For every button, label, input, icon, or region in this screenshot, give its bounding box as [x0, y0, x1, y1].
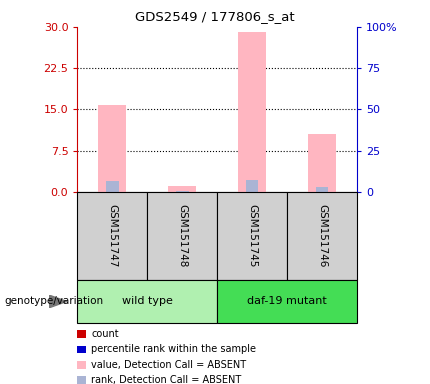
Bar: [217, 192, 287, 280]
Text: percentile rank within the sample: percentile rank within the sample: [91, 344, 256, 354]
Text: count: count: [91, 329, 119, 339]
Bar: [77, 192, 147, 280]
Text: GSM151745: GSM151745: [247, 204, 257, 268]
Text: rank, Detection Call = ABSENT: rank, Detection Call = ABSENT: [91, 375, 241, 384]
Bar: [217, 280, 357, 323]
Bar: [316, 187, 328, 192]
Bar: [147, 192, 217, 280]
Bar: [98, 105, 126, 192]
Bar: [238, 32, 266, 192]
Text: genotype/variation: genotype/variation: [4, 296, 104, 306]
Text: wild type: wild type: [122, 296, 173, 306]
Text: daf-19 mutant: daf-19 mutant: [247, 296, 327, 306]
Bar: [106, 181, 119, 192]
Polygon shape: [49, 295, 67, 308]
Bar: [77, 280, 217, 323]
Bar: [246, 180, 258, 192]
Bar: [176, 191, 188, 192]
Bar: [287, 192, 357, 280]
Text: value, Detection Call = ABSENT: value, Detection Call = ABSENT: [91, 360, 246, 370]
Text: GSM151746: GSM151746: [317, 204, 327, 268]
Bar: [168, 187, 196, 192]
Text: GSM151748: GSM151748: [177, 204, 187, 268]
Text: GDS2549 / 177806_s_at: GDS2549 / 177806_s_at: [135, 10, 295, 23]
Bar: [308, 134, 336, 192]
Text: GSM151747: GSM151747: [108, 204, 117, 268]
